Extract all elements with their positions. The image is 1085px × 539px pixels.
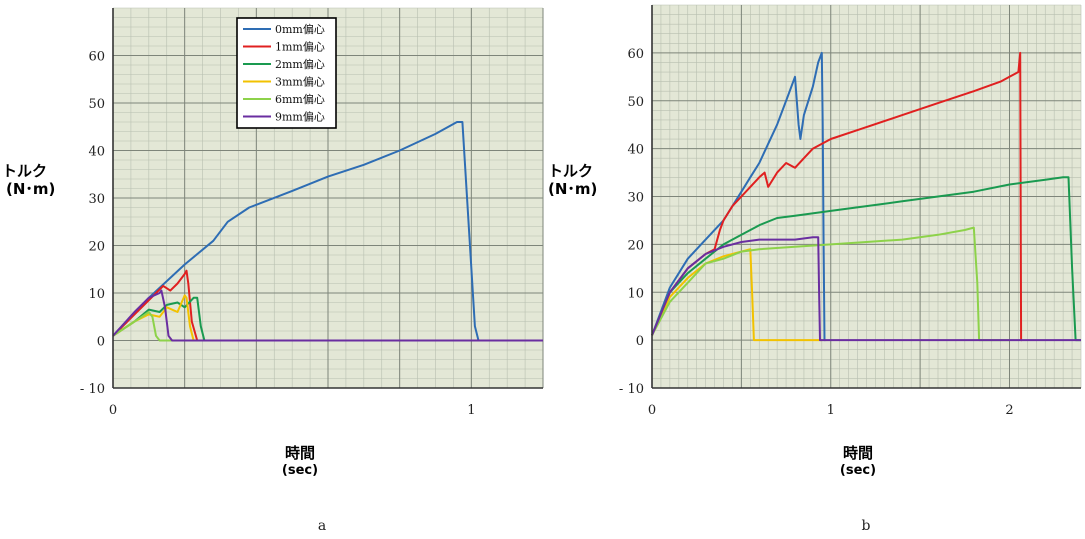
y-axis-unit: (N･m) [548,180,597,198]
legend: 0mm偏心 1mm偏心 2mm偏心 3mm偏心 6mm偏心 9mm偏心 [236,17,337,129]
series-group [651,51,1081,342]
x-tick-label: 0 [109,403,117,418]
y-tick-label: 0 [97,335,105,350]
x-axis-label: 時間 [285,444,315,462]
y-tick-label: 60 [627,47,644,62]
series-line-6 [651,236,1081,342]
x-tick-label: 0 [648,403,656,418]
y-tick-label: 40 [627,143,644,158]
y-tick-label: - 10 [80,382,105,397]
y-tick-label: 20 [627,238,644,253]
y-tick-label: 10 [627,286,644,301]
x-tick-label: 1 [467,403,475,418]
chart-panel-b: - 10 0 10 20 30 40 50 60 0 1 2 トルク(N･m) 時間(sec) b [548,4,1082,534]
series-line-1 [112,121,543,342]
series-line-6 [112,289,543,342]
legend-entry: 2mm偏心 [275,57,325,71]
series-line-3 [651,176,1081,342]
y-axis-label: トルク [548,162,593,180]
series-group [112,121,543,342]
x-tick-label: 1 [827,403,835,418]
y-tick-label: 30 [88,192,105,207]
series-line-1 [651,51,826,342]
y-tick-label: 20 [88,240,105,255]
series-line-5 [112,311,543,342]
legend-entry: 1mm偏心 [275,40,325,54]
x-axis-unit: (sec) [282,463,318,478]
legend-entry: 9mm偏心 [275,110,325,124]
y-tick-label: 50 [88,97,105,112]
y-tick-label: 60 [88,50,105,65]
series-line-5 [651,226,1010,342]
series-line-4 [112,294,543,342]
y-tick-label: 50 [627,95,644,110]
panel-label: b [862,518,871,534]
series-line-2 [651,51,1023,342]
panel-label: a [318,518,326,534]
chart-panel-a: - 10 0 10 20 30 40 50 60 0 1 トルク(N･m) 時間(sec) a 0mm偏心… [2,7,544,534]
y-tick-label: 40 [88,145,105,160]
y-tick-label: - 10 [619,382,644,397]
legend-entry: 0mm偏心 [275,22,325,36]
y-tick-label: 0 [636,334,644,349]
y-axis-unit: (N･m) [6,180,55,198]
legend-box [236,17,337,129]
y-tick-label: 10 [88,287,105,302]
series-line-4 [651,248,822,342]
y-axis-label: トルク [2,162,47,180]
x-axis-unit: (sec) [840,463,876,478]
x-axis-label: 時間 [843,444,873,462]
legend-entry: 6mm偏心 [275,92,325,106]
y-tick-label: 30 [627,191,644,206]
legend-entry: 3mm偏心 [275,75,325,89]
x-tick-label: 2 [1005,403,1013,418]
